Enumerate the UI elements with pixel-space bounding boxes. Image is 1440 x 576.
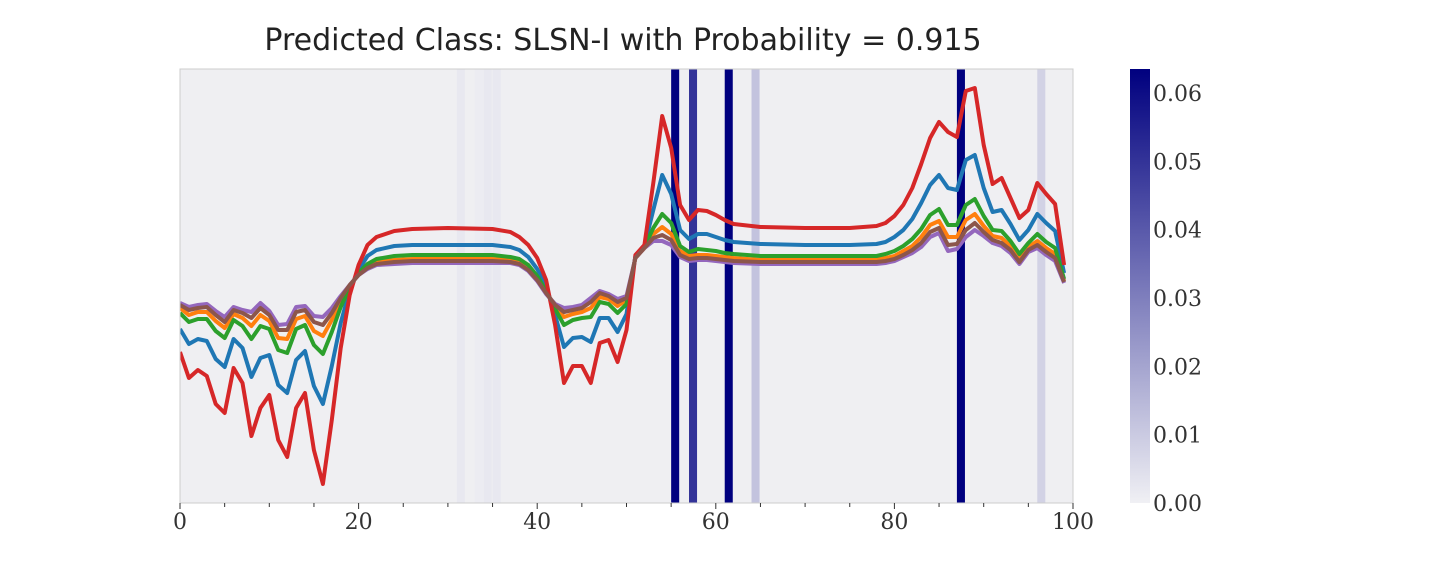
colorbar bbox=[1130, 69, 1150, 503]
axes: 0 20 40 60 80 100 0.00 0.01 0.02 0.03 0.04 0.05 0.06 bbox=[173, 82, 1202, 535]
colorbar-tick-label: 0.02 bbox=[1153, 355, 1202, 380]
colorbar-tick-label: 0.06 bbox=[1153, 82, 1202, 107]
attention-band bbox=[456, 69, 465, 503]
attention-band bbox=[1037, 69, 1046, 503]
attention-band bbox=[671, 69, 680, 503]
x-tick-label: 20 bbox=[345, 510, 373, 535]
colorbar-tick-label: 0.03 bbox=[1153, 287, 1202, 312]
attention-band bbox=[492, 69, 501, 503]
series-line bbox=[180, 86, 1067, 486]
attention-band bbox=[474, 69, 483, 503]
attention-band bbox=[956, 69, 965, 503]
series-line bbox=[180, 212, 1066, 341]
attention-band bbox=[483, 69, 492, 503]
x-tick-label: 80 bbox=[880, 510, 908, 535]
colorbar-tick-label: 0.00 bbox=[1153, 492, 1202, 517]
series-line bbox=[180, 197, 1067, 356]
x-tick-label: 40 bbox=[523, 510, 551, 535]
series-line bbox=[180, 153, 1067, 406]
colorbar-tick-label: 0.04 bbox=[1153, 219, 1202, 244]
heatmap bbox=[456, 69, 1046, 503]
colorbar-tick-label: 0.01 bbox=[1153, 424, 1202, 449]
x-tick-label: 60 bbox=[702, 510, 730, 535]
chart-title: Predicted Class: SLSN-I with Probability… bbox=[264, 23, 981, 58]
series-line bbox=[180, 221, 1066, 332]
lines bbox=[180, 86, 1067, 486]
series-line bbox=[180, 228, 1066, 327]
x-tick-label: 100 bbox=[1052, 510, 1094, 535]
attention-band bbox=[689, 69, 698, 503]
colorbar-tick-label: 0.05 bbox=[1153, 150, 1202, 175]
attention-band bbox=[751, 69, 760, 503]
x-tick-label: 0 bbox=[173, 510, 187, 535]
attention-band bbox=[724, 69, 733, 503]
